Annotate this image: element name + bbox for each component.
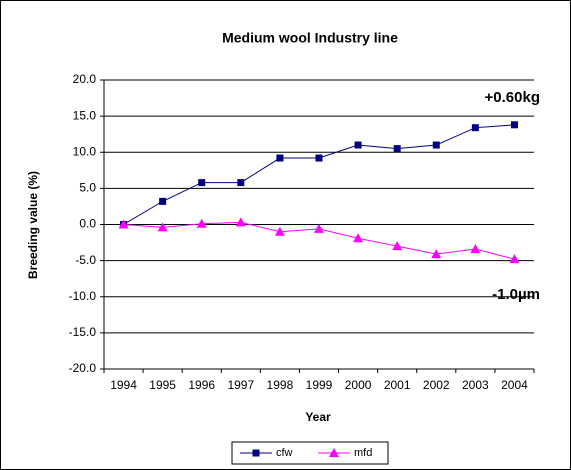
y-tick-label: 5.0 (79, 181, 96, 195)
legend-label: cfw (276, 447, 293, 459)
y-tick-label: 0.0 (79, 217, 96, 231)
marker (315, 154, 323, 162)
marker (159, 197, 167, 205)
x-tick-label: 2003 (462, 378, 489, 392)
x-tick-label: 1997 (227, 378, 254, 392)
x-tick-label: 2001 (384, 378, 411, 392)
x-tick-label: 1995 (149, 378, 176, 392)
annotation: -1.0µm (492, 286, 540, 303)
marker (314, 223, 324, 233)
marker (510, 121, 518, 129)
marker (198, 179, 206, 187)
x-tick-label: 1999 (306, 378, 333, 392)
marker (157, 222, 168, 232)
marker (276, 154, 284, 162)
x-tick-label: 2002 (423, 378, 450, 392)
x-tick-label: 2004 (501, 378, 528, 392)
marker (470, 244, 481, 254)
x-tick-label: 1994 (110, 378, 137, 392)
marker (432, 141, 440, 149)
y-tick-label: -5.0 (75, 253, 96, 267)
x-tick-label: 1998 (267, 378, 294, 392)
marker (118, 219, 129, 229)
x-tick-label: 1996 (188, 378, 215, 392)
marker (509, 254, 520, 264)
marker (393, 145, 401, 153)
marker (353, 233, 364, 243)
marker (252, 449, 260, 457)
y-tick-label: -20.0 (69, 361, 97, 375)
y-axis-label: Breeding value (%) (26, 171, 40, 279)
legend-box (231, 441, 389, 465)
annotation: +0.60kg (485, 89, 540, 106)
marker (237, 179, 245, 187)
marker (329, 448, 339, 457)
legend-label: mfd (354, 447, 372, 459)
y-tick-label: -15.0 (69, 325, 97, 339)
marker (392, 241, 403, 251)
marker (196, 218, 207, 228)
marker (354, 141, 362, 149)
marker (274, 226, 285, 236)
x-axis-label: Year (305, 410, 331, 424)
y-tick-label: -10.0 (69, 289, 97, 303)
chart-title: Medium wool Industry line (222, 30, 398, 46)
y-tick-label: 15.0 (73, 108, 97, 122)
y-tick-label: 20.0 (73, 72, 97, 86)
marker (471, 124, 479, 132)
x-tick-label: 2000 (345, 378, 372, 392)
marker (431, 249, 442, 259)
marker (235, 217, 246, 227)
y-tick-label: 10.0 (73, 144, 97, 158)
